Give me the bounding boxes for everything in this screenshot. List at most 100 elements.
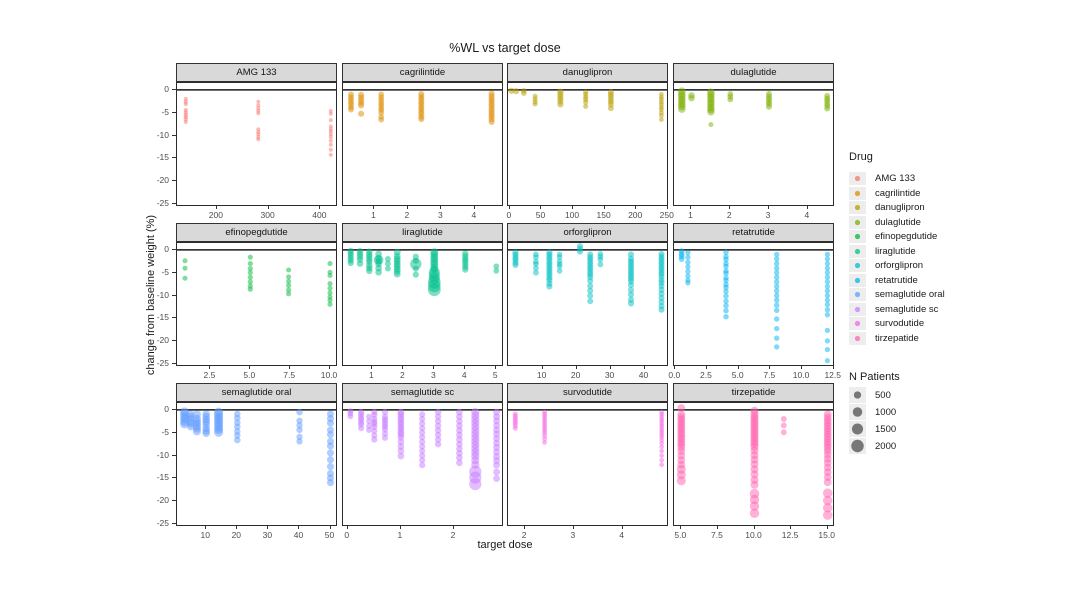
legend-item-orforglipron: orforglipron — [849, 259, 923, 272]
legend-key — [849, 288, 866, 301]
facet-strip-orforglipron: orforglipron — [507, 223, 668, 242]
data-point — [456, 422, 463, 430]
legend-label: survodutide — [875, 318, 925, 329]
x-tick-label: 30 — [262, 530, 273, 540]
facet-points-canvas — [674, 404, 833, 520]
data-point — [419, 452, 426, 459]
legend-dot-icon — [854, 320, 861, 327]
x-tick-mark — [826, 526, 828, 529]
legend-item-amg-133: AMG 133 — [849, 172, 915, 185]
data-point — [723, 307, 729, 314]
data-point — [750, 480, 759, 489]
n-patients-legend-title: N Patients — [849, 371, 900, 383]
legend-dot-icon — [854, 262, 861, 269]
y-tick-label: -15 — [156, 312, 169, 323]
data-point — [824, 307, 831, 313]
data-point — [678, 105, 686, 113]
legend-key — [849, 273, 866, 287]
x-tick-mark — [464, 366, 466, 369]
y-tick-mark — [172, 317, 176, 319]
data-point — [375, 268, 382, 276]
data-point — [418, 116, 425, 123]
x-tick-label: 4 — [619, 530, 625, 540]
data-point — [685, 249, 691, 256]
x-tick-label: 15.0 — [818, 530, 835, 540]
facet-panel-orforglipron — [507, 242, 668, 366]
data-point — [356, 260, 364, 267]
data-point — [685, 259, 691, 265]
legend-key — [849, 172, 866, 185]
data-point — [824, 288, 831, 294]
data-point — [587, 282, 594, 290]
x-tick-mark — [267, 206, 269, 209]
facet-panel-semaglutide-sc — [342, 402, 503, 526]
legend-label: 2000 — [875, 440, 897, 452]
data-point — [397, 433, 405, 441]
x-tick-label: 4 — [804, 210, 810, 220]
x-tick-mark — [473, 206, 475, 209]
facet-points-canvas — [508, 243, 667, 313]
data-point — [434, 422, 442, 430]
data-point — [587, 287, 594, 294]
data-point — [456, 436, 463, 443]
data-point — [328, 138, 333, 143]
data-point — [419, 462, 426, 469]
data-point — [384, 256, 391, 262]
data-point — [326, 479, 335, 487]
data-point — [774, 302, 780, 308]
data-point — [823, 478, 832, 487]
data-point — [780, 416, 787, 422]
x-tick-mark — [267, 526, 269, 529]
x-tick-mark — [705, 366, 707, 369]
y-tick-label: -25 — [156, 518, 169, 529]
data-point — [512, 261, 519, 269]
y-tick-mark — [172, 500, 176, 502]
y-tick-mark — [172, 271, 176, 273]
data-point — [381, 409, 389, 416]
legend-item-efinopegdutide: efinopegdutide — [849, 230, 937, 243]
data-point — [434, 409, 442, 416]
facet-strip-efinopegdutide: efinopegdutide — [176, 223, 337, 242]
y-tick-mark — [172, 408, 176, 410]
data-point — [824, 312, 831, 318]
data-point — [824, 251, 831, 258]
y-tick-mark — [172, 203, 176, 205]
data-point — [627, 300, 635, 307]
facet-panel-danuglipron — [507, 82, 668, 206]
data-point — [707, 108, 715, 116]
legend-item-survodutide: survodutide — [849, 317, 924, 330]
facet-strip-retatrutide: retatrutide — [673, 223, 834, 242]
data-point — [234, 432, 241, 439]
x-tick-mark — [572, 526, 574, 529]
x-tick-mark — [329, 526, 331, 529]
y-tick-mark — [172, 88, 176, 90]
legend-item-dulaglutide: dulaglutide — [849, 215, 921, 229]
facet-points-canvas — [674, 248, 833, 364]
data-point — [774, 344, 780, 350]
data-point — [326, 456, 335, 464]
data-point — [286, 274, 292, 280]
x-tick-mark — [801, 366, 803, 369]
x-tick-mark — [433, 366, 435, 369]
data-point — [247, 261, 253, 267]
legend-key — [849, 404, 866, 420]
data-point — [381, 434, 389, 441]
x-tick-label: 7.5 — [283, 370, 296, 380]
x-tick-mark — [575, 366, 577, 369]
x-tick-label: 400 — [312, 210, 327, 220]
data-point — [326, 419, 335, 427]
data-point — [434, 436, 442, 443]
data-point — [247, 270, 253, 276]
data-point — [749, 494, 760, 505]
x-tick-mark — [508, 206, 510, 209]
data-point — [723, 263, 729, 270]
legend-label: liraglutide — [875, 245, 916, 257]
data-point — [822, 510, 833, 520]
y-tick-mark — [172, 477, 176, 479]
data-point — [286, 267, 292, 273]
y-tick-mark — [172, 248, 176, 250]
data-point — [676, 476, 686, 486]
data-point — [247, 286, 253, 292]
data-point — [723, 302, 729, 309]
facet-strip-tirzepatide: tirzepatide — [673, 383, 834, 402]
